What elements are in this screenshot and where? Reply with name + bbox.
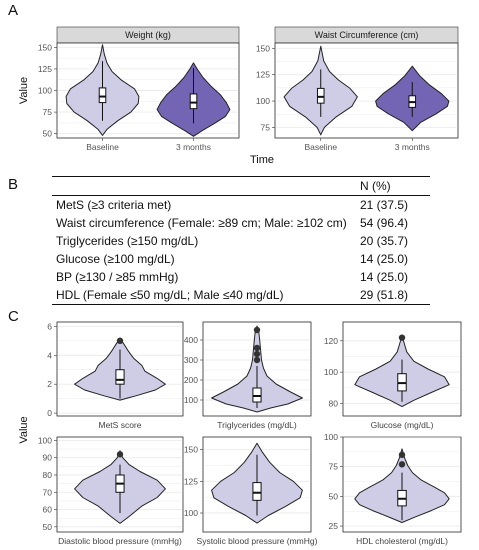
y-tick-label: 90 [43,453,53,463]
y-tick-label: 150 [184,445,198,455]
outlier-point [253,326,261,334]
y-tick-label: 100 [184,395,198,405]
box-iqr [98,87,107,104]
y-tick-label: 100 [38,86,52,96]
table-row: BP (≥130 / ≥85 mmHg) 14 (25.0) [52,268,430,286]
table-cell-criterion: MetS (≥3 criteria met) [56,198,172,212]
table-cell-n: 21 (37.5) [360,198,409,212]
table-row: HDL (Female ≤50 mg/dL; Male ≤40 mg/dL) 2… [52,286,430,305]
plot-frame [202,321,312,417]
y-tick-label: 50 [43,522,53,532]
box-iqr [115,369,125,385]
x-axis-label: Glucose (mg/dL) [371,420,434,430]
facet-strip-title: Waist Circumference (cm) [315,30,419,40]
y-tick-label: 75 [43,107,53,117]
plot-frame [56,42,240,139]
y-tick-label: 125 [256,70,270,80]
y-tick-label: 80 [43,470,53,480]
x-axis-label: Systolic blood pressure (mmHg) [197,536,318,546]
table-cell-n: 14 (25.0) [360,252,409,266]
mets-criteria-table: N (%) MetS (≥3 criteria met) 21 (37.5) W… [52,176,430,305]
box-iqr [189,93,198,110]
table-cell-n: 14 (25.0) [360,270,409,284]
table-cell-criterion: Triglycerides (≥150 mg/dL) [56,234,199,248]
table-cell-n: 29 (51.8) [360,288,409,302]
box-iqr [316,87,325,104]
x-tick-label: Baseline [304,142,337,152]
y-tick-label: 80 [329,398,339,408]
y-tick-label: 100 [184,508,198,518]
table-header-criterion [52,177,356,196]
outlier-point [398,461,406,468]
table-cell-n: 54 (96.4) [360,216,409,230]
panel-label-a: A [8,2,19,19]
y-tick-label: 50 [329,491,339,501]
y-axis-title: Value [18,77,30,104]
y-tick-label: 100 [324,432,338,442]
y-tick-label: 125 [184,476,198,486]
table-cell-criterion: BP (≥130 / ≥85 mmHg) [56,270,179,284]
table-header-n: N (%) [360,179,391,193]
y-tick-label: 75 [261,122,271,132]
table-row: Triglycerides (≥150 mg/dL) 20 (35.7) [52,232,430,250]
y-tick-label: 60 [43,505,53,515]
table-row: MetS (≥3 criteria met) 21 (37.5) [52,196,430,215]
outlier-point [398,451,406,459]
facet-strip-title: Weight (kg) [125,30,171,40]
y-axis-title: Value [18,416,30,443]
y-tick-label: 75 [329,462,339,472]
table-cell-criterion: Glucose (≥100 mg/dL) [56,252,175,266]
plot-frame [56,436,184,533]
table-header-row: N (%) [52,176,430,196]
plot-frame [202,436,312,533]
plot-frame [342,321,462,417]
x-axis-label: MetS score [99,420,142,430]
table-row: Glucose (≥100 mg/dL) 14 (25.0) [52,250,430,268]
outlier-point [116,337,124,344]
box-iqr [252,482,262,501]
y-tick-label: 4 [47,350,52,360]
y-tick-label: 100 [256,96,270,106]
outlier-point [253,344,261,352]
x-axis-title: Time [250,154,274,166]
y-tick-label: 120 [324,336,338,346]
y-tick-label: 6 [47,321,52,331]
y-tick-label: 70 [43,487,53,497]
y-tick-label: 100 [38,435,52,445]
plot-frame [274,42,459,139]
y-tick-label: 150 [256,43,270,53]
y-tick-label: 300 [184,355,198,365]
y-tick-label: 200 [184,375,198,385]
y-tick-label: 125 [38,64,52,74]
outlier-point [116,451,124,458]
y-tick-label: 400 [184,335,198,345]
x-axis-label: Triglycerides (mg/dL) [217,420,297,430]
table-cell-criterion: HDL (Female ≤50 mg/dL; Male ≤40 mg/dL) [56,288,284,302]
x-axis-label: Diastolic blood pressure (mmHg) [58,536,182,546]
table-cell-criterion: Waist circumference (Female: ≥89 cm; Mal… [56,216,347,230]
plot-frame [56,321,184,417]
x-axis-label: HDL cholesterol (mg/dL) [356,536,448,546]
y-tick-label: 25 [329,521,339,531]
y-tick-label: 0 [47,408,52,418]
outlier-point [253,350,261,358]
y-tick-label: 150 [38,42,52,52]
y-tick-label: 50 [43,129,53,139]
y-tick-label: 100 [324,367,338,377]
outlier-point [398,334,406,341]
y-tick-label: 2 [47,379,52,389]
panel-label-c: C [8,308,19,325]
x-tick-label: Baseline [86,142,119,152]
panel-label-b: B [8,176,19,193]
x-tick-label: 3 months [395,142,430,152]
table-cell-n: 20 (35.7) [360,234,409,248]
table-row: Waist circumference (Female: ≥89 cm; Mal… [52,214,430,232]
outlier-point [253,356,261,364]
x-tick-label: 3 months [176,142,211,152]
plot-frame [342,436,462,533]
